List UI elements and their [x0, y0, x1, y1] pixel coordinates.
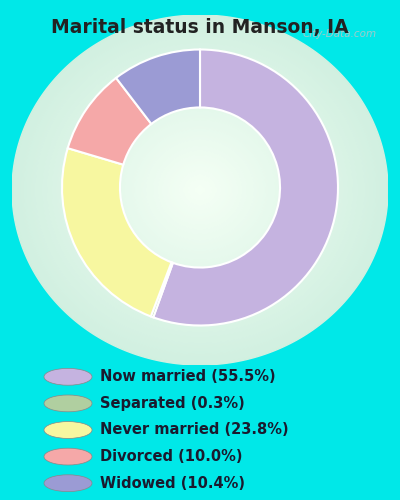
Polygon shape [85, 83, 315, 297]
Polygon shape [45, 46, 355, 335]
Polygon shape [38, 39, 362, 341]
Polygon shape [97, 94, 304, 286]
Polygon shape [134, 129, 266, 251]
Circle shape [44, 368, 92, 385]
Polygon shape [40, 42, 360, 339]
Text: Now married (55.5%): Now married (55.5%) [100, 370, 276, 384]
Polygon shape [160, 153, 240, 227]
Polygon shape [33, 34, 367, 345]
Polygon shape [54, 54, 346, 326]
Polygon shape [191, 182, 210, 198]
Polygon shape [24, 26, 376, 354]
Polygon shape [116, 112, 284, 268]
Polygon shape [78, 76, 322, 304]
Polygon shape [64, 63, 336, 317]
Polygon shape [181, 172, 219, 208]
Polygon shape [101, 98, 299, 282]
Polygon shape [52, 52, 348, 328]
Polygon shape [127, 122, 273, 258]
Polygon shape [68, 68, 332, 312]
Polygon shape [141, 136, 259, 244]
Polygon shape [106, 102, 294, 278]
Polygon shape [179, 170, 221, 209]
Polygon shape [162, 155, 238, 225]
Polygon shape [94, 92, 306, 288]
Text: Marital status in Manson, IA: Marital status in Manson, IA [51, 18, 349, 36]
Circle shape [44, 448, 92, 465]
Polygon shape [17, 20, 383, 360]
Polygon shape [42, 44, 358, 337]
Polygon shape [139, 133, 261, 247]
Text: Widowed (10.4%): Widowed (10.4%) [100, 476, 245, 490]
Polygon shape [174, 166, 226, 214]
Wedge shape [153, 50, 338, 326]
Circle shape [44, 395, 92, 412]
Text: Divorced (10.0%): Divorced (10.0%) [100, 449, 242, 464]
Polygon shape [193, 184, 207, 196]
Polygon shape [108, 104, 292, 276]
Polygon shape [87, 85, 313, 295]
Polygon shape [36, 37, 364, 343]
Polygon shape [26, 28, 374, 352]
Polygon shape [73, 72, 327, 308]
Polygon shape [61, 61, 339, 319]
Wedge shape [68, 78, 151, 164]
Polygon shape [19, 22, 381, 358]
Text: City-Data.com: City-Data.com [302, 29, 377, 39]
Polygon shape [198, 188, 202, 192]
Polygon shape [153, 146, 247, 234]
Polygon shape [195, 186, 205, 194]
Polygon shape [99, 96, 301, 284]
Polygon shape [12, 15, 388, 365]
Polygon shape [14, 17, 386, 363]
Polygon shape [158, 150, 242, 230]
Polygon shape [22, 24, 378, 356]
Polygon shape [82, 80, 318, 300]
Text: Separated (0.3%): Separated (0.3%) [100, 396, 245, 411]
Polygon shape [66, 66, 334, 314]
Polygon shape [28, 30, 372, 349]
Polygon shape [31, 32, 369, 347]
Polygon shape [113, 109, 287, 271]
Polygon shape [155, 148, 245, 232]
Polygon shape [186, 177, 214, 203]
Polygon shape [59, 59, 341, 321]
Polygon shape [47, 48, 353, 332]
Polygon shape [176, 168, 224, 212]
Polygon shape [188, 179, 212, 201]
Polygon shape [50, 50, 350, 330]
Text: Never married (23.8%): Never married (23.8%) [100, 422, 289, 438]
Polygon shape [172, 164, 228, 216]
Polygon shape [148, 142, 252, 238]
Wedge shape [116, 50, 200, 124]
Polygon shape [170, 162, 230, 218]
Polygon shape [167, 160, 233, 220]
Polygon shape [151, 144, 249, 236]
Polygon shape [120, 116, 280, 264]
Polygon shape [184, 174, 216, 206]
Circle shape [44, 422, 92, 438]
Wedge shape [62, 148, 172, 316]
Polygon shape [90, 87, 310, 293]
Polygon shape [92, 90, 308, 290]
Polygon shape [57, 56, 343, 324]
Polygon shape [130, 124, 270, 256]
Polygon shape [144, 138, 256, 242]
Polygon shape [118, 114, 282, 266]
Wedge shape [151, 262, 173, 318]
Circle shape [44, 475, 92, 492]
Polygon shape [122, 118, 278, 262]
Polygon shape [146, 140, 254, 240]
Polygon shape [136, 131, 264, 249]
Polygon shape [125, 120, 275, 260]
Polygon shape [71, 70, 329, 310]
Polygon shape [76, 74, 324, 306]
Polygon shape [132, 126, 268, 254]
Polygon shape [104, 100, 296, 280]
Polygon shape [111, 107, 289, 273]
Polygon shape [80, 78, 320, 302]
Polygon shape [165, 157, 235, 223]
